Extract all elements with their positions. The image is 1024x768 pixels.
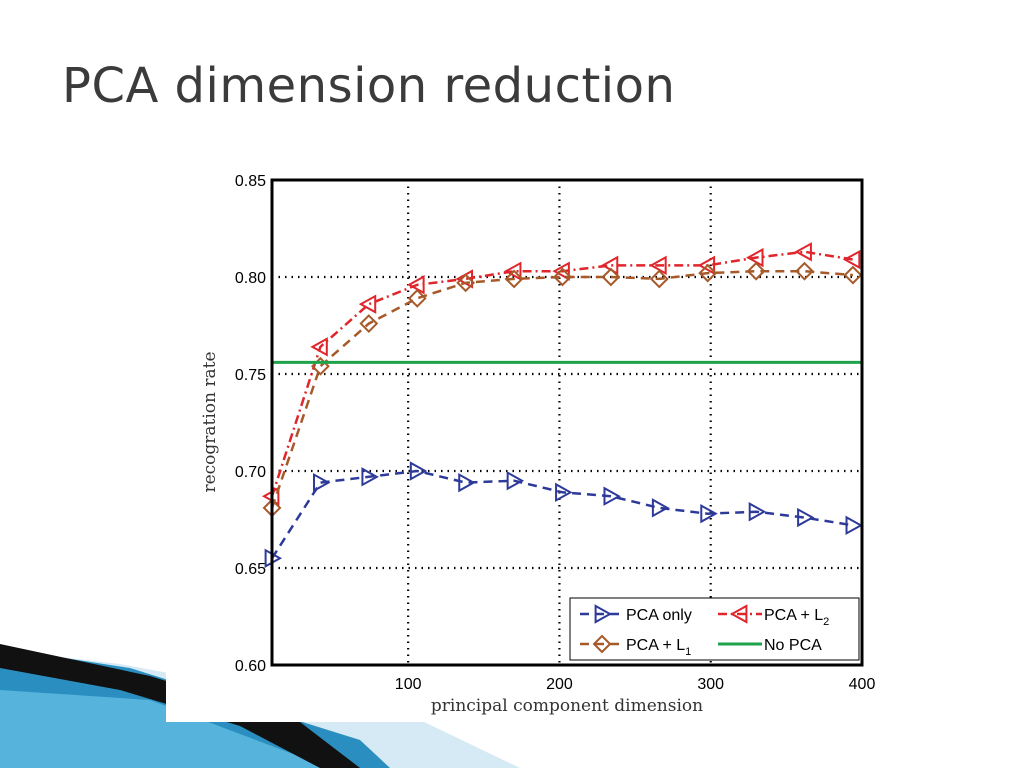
x-tick-label: 200 [546, 676, 573, 693]
data-point-pca-only [409, 461, 428, 481]
data-point-pca-l2 [358, 294, 377, 314]
data-point-pca-l2 [310, 337, 328, 357]
data-point-pca-only [458, 472, 476, 493]
data-point-pca-l2 [697, 255, 716, 276]
y-tick-label: 0.85 [235, 173, 266, 190]
legend-label-pca-l1: PCA + L1 [626, 637, 691, 658]
legend-marker-pca-l2 [729, 604, 748, 624]
plot-frame [270, 178, 864, 667]
series-line-pca-l2 [270, 250, 854, 497]
data-point-pca-l1 [698, 263, 718, 283]
y-tick-label: 0.60 [235, 658, 266, 675]
data-point-pca-only [555, 482, 573, 503]
tick-labels: 100 200 300 400 0.60 0.65 0.70 0.75 0.80 0.85 [235, 173, 876, 693]
data-point-pca-l2 [794, 242, 812, 262]
data-point-pca-only [361, 467, 379, 487]
series-line-pca-only [270, 469, 854, 559]
legend-item-no-pca: No PCA [718, 637, 822, 654]
data-point-pca-l1 [456, 273, 476, 293]
data-point-pca-l2 [407, 275, 425, 295]
legend-label-pca-l2: PCA + L2 [764, 607, 829, 628]
series-pca-only [264, 461, 863, 568]
y-axis-title: recogration rate [200, 351, 220, 492]
data-point-pca-only [313, 472, 331, 493]
data-point-pca-l1 [359, 314, 379, 333]
legend-marker-pca-only [594, 604, 613, 624]
x-tick-label: 400 [849, 676, 876, 693]
data-point-pca-l2 [746, 247, 764, 268]
legend-box [569, 597, 860, 661]
y-tick-label: 0.80 [235, 270, 266, 287]
x-tick-label: 100 [395, 676, 422, 693]
legend-item-pca-only: PCA only [580, 604, 692, 624]
data-point-pca-only [506, 471, 525, 491]
data-point-pca-l1 [504, 269, 524, 289]
data-point-pca-l1 [407, 288, 427, 308]
data-point-pca-l1 [843, 265, 863, 285]
y-tick-label: 0.70 [235, 464, 266, 481]
legend-marker-pca-l1 [592, 634, 612, 654]
legend-label-pca-only: PCA only [626, 607, 692, 624]
y-tick-label: 0.65 [235, 561, 266, 578]
data-point-pca-l1 [746, 261, 766, 281]
data-point-pca-l1 [601, 267, 621, 287]
data-point-pca-l1 [553, 267, 572, 287]
data-point-pca-l2 [842, 249, 861, 270]
legend-item-pca-l2: PCA + L2 [718, 604, 829, 628]
data-point-pca-l1 [795, 261, 814, 281]
data-point-pca-only [700, 503, 718, 524]
series-pca-l1 [262, 261, 863, 518]
x-axis-title: principal component dimension [431, 696, 703, 716]
data-point-pca-l2 [503, 261, 522, 281]
series-layer [261, 242, 863, 568]
decor-blue-light-streak [0, 690, 330, 768]
legend: PCA only PCA + L2 PCA + L1 No PCA [569, 597, 860, 661]
data-point-pca-only [748, 502, 767, 522]
y-tick-label: 0.75 [235, 367, 266, 384]
series-line-pca-l1 [270, 269, 854, 509]
data-point-pca-only [603, 486, 621, 506]
slide-title: PCA dimension reduction [62, 58, 676, 114]
data-point-pca-l1 [649, 269, 669, 289]
x-tick-label: 300 [697, 676, 724, 693]
data-point-pca-only [797, 507, 815, 528]
legend-label-no-pca: No PCA [764, 637, 822, 654]
data-point-pca-only [845, 515, 863, 536]
data-point-pca-only [651, 498, 670, 518]
legend-item-pca-l1: PCA + L1 [580, 634, 691, 658]
data-point-pca-l2 [649, 255, 667, 276]
data-point-pca-l2 [552, 261, 570, 281]
